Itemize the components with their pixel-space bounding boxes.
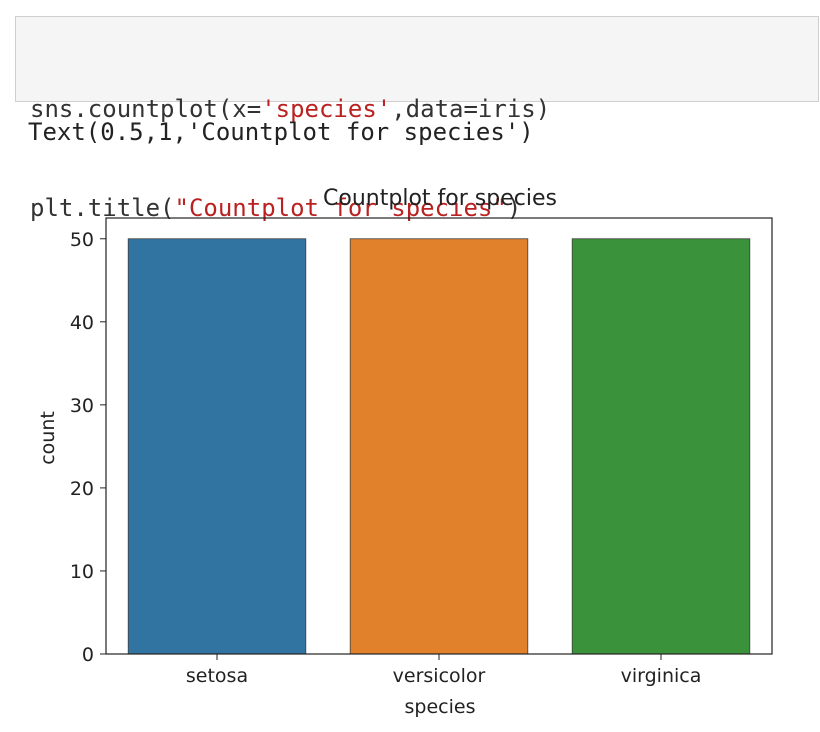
y-tick-label: 10 (70, 561, 94, 583)
x-tick-label: setosa (186, 665, 248, 687)
x-tick-label: versicolor (393, 665, 486, 687)
code-line-1: sns.countplot(x='species',data=iris) (30, 93, 818, 126)
x-axis-label: species (405, 696, 476, 718)
chart-title: Countplot for species (323, 186, 557, 211)
y-tick-label: 50 (70, 229, 94, 251)
y-tick-label: 30 (70, 395, 94, 417)
chart-svg: Countplot for species 0 10 20 30 40 50 setosa… (37, 186, 773, 718)
y-axis-label: count (37, 411, 59, 465)
y-axis: 0 10 20 30 40 50 (70, 229, 106, 666)
code-token: ,data=iris) (391, 95, 551, 123)
code-cell[interactable]: sns.countplot(x='species',data=iris) plt… (15, 16, 819, 222)
y-tick-label: 40 (70, 312, 94, 334)
code-string: 'species' (261, 95, 392, 123)
code-token: ) (506, 194, 522, 222)
y-tick-label: 20 (70, 478, 94, 500)
y-tick-label: 0 (82, 644, 94, 666)
cell-output-text: Text(0.5,1,'Countplot for species') (28, 118, 534, 146)
code-token: sns.countplot(x= (30, 95, 262, 123)
bar-virginica (571, 238, 751, 655)
code-line-2: plt.title("Countplot for species") (30, 192, 818, 225)
plot-frame (105, 217, 773, 655)
bars-group (127, 238, 751, 655)
x-axis: setosa versicolor virginica (186, 654, 701, 687)
x-tick-label: virginica (621, 665, 702, 687)
bar-setosa (127, 238, 307, 655)
chart: Countplot for species 0 10 20 30 40 50 setosa… (0, 170, 820, 728)
code-token: plt.title( (30, 194, 175, 222)
bar-versicolor (349, 238, 529, 655)
code-string: "Countplot for species" (174, 194, 507, 222)
